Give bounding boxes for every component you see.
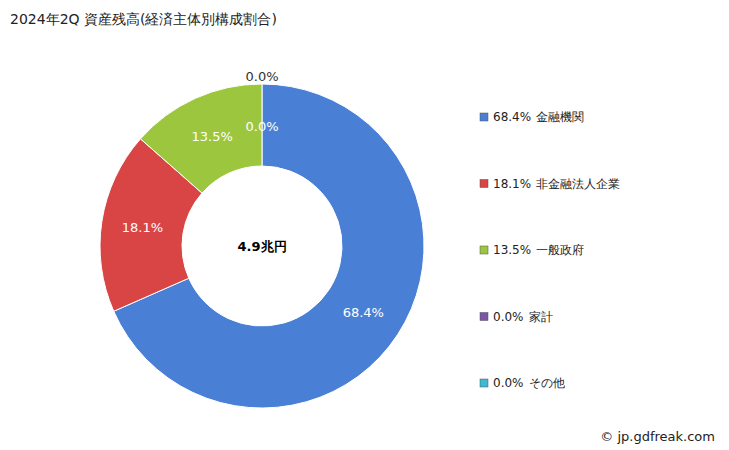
legend-swatch [480, 246, 488, 254]
slice [140, 84, 262, 193]
legend-label: 68.4% 金融機関 [493, 110, 584, 124]
legend-name: 非金融法人企業 [536, 177, 620, 191]
center-label: 4.9兆円 [237, 239, 286, 254]
legend-swatch [480, 313, 488, 321]
legend-value: 0.0% [493, 376, 524, 390]
legend-swatch [480, 379, 488, 387]
legend-label: 13.5% 一般政府 [493, 243, 584, 257]
legend-value: 13.5% [493, 243, 531, 257]
legend-swatch [480, 113, 488, 121]
chart: 2024年2Q 資産残高(経済主体別構成割合) 68.4% 18.1% 13.5% 0.… [0, 0, 729, 450]
data-label: 13.5% [192, 129, 233, 144]
legend-label: 0.0% その他 [493, 376, 565, 390]
legend-name: 金融機関 [536, 110, 584, 124]
data-label: 0.0% [245, 119, 278, 134]
legend-name: 家計 [529, 310, 553, 324]
legend-name: その他 [529, 376, 565, 390]
legend-swatch [480, 180, 488, 188]
legend-value: 68.4% [493, 110, 531, 124]
data-label: 68.4% [343, 305, 384, 320]
slices [100, 84, 424, 408]
data-label: 0.0% [245, 69, 278, 84]
legend-name: 一般政府 [536, 243, 584, 257]
data-label: 18.1% [122, 220, 163, 235]
title: 2024年2Q 資産残高(経済主体別構成割合) [10, 11, 277, 27]
legend-label: 18.1% 非金融法人企業 [493, 177, 620, 191]
legend: 68.4%金融機関18.1%非金融法人企業13.5%一般政府0.0%家計0.0%… [480, 110, 620, 390]
source: © jp.gdfreak.com [600, 429, 715, 444]
legend-label: 0.0% 家計 [493, 310, 553, 324]
legend-value: 18.1% [493, 177, 531, 191]
data-labels: 68.4% 18.1% 13.5% 0.0% 0.0% [122, 69, 384, 320]
background [0, 0, 729, 450]
legend-value: 0.0% [493, 310, 524, 324]
